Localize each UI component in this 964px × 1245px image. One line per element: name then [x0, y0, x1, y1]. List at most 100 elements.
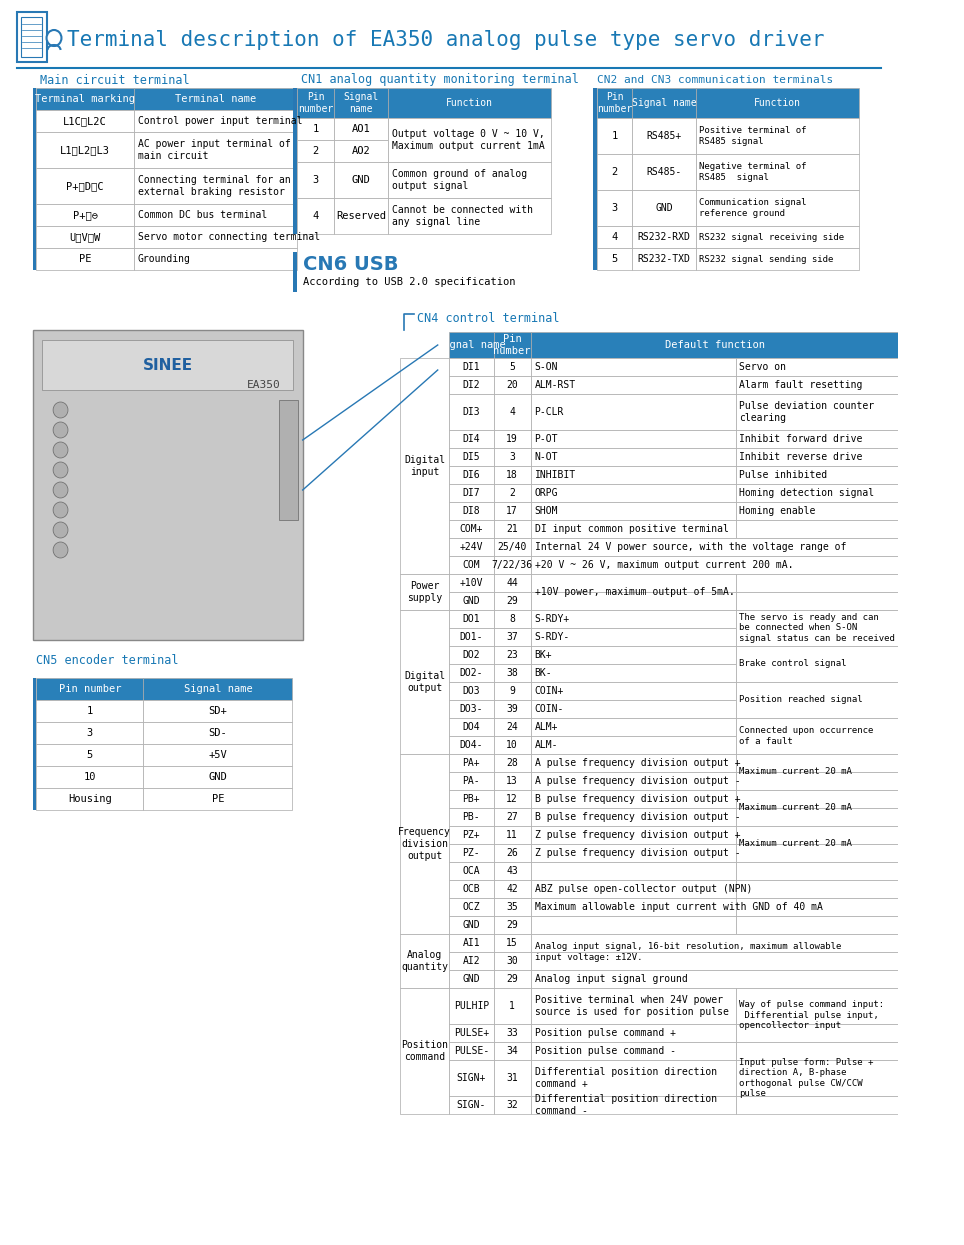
Text: ABZ pulse open-collector output (NPN): ABZ pulse open-collector output (NPN)	[535, 884, 752, 894]
Bar	[531, 1096, 736, 1114]
Circle shape	[53, 482, 68, 498]
Text: DO4: DO4	[463, 722, 480, 732]
Bar	[494, 682, 531, 700]
Bar	[531, 898, 736, 916]
Bar	[449, 989, 494, 1023]
Bar	[494, 593, 531, 610]
Text: GND: GND	[463, 920, 480, 930]
Bar	[494, 574, 531, 593]
Text: Way of pulse command input:
 Differential pulse input,
opencollector input: Way of pulse command input: Differential…	[739, 1000, 885, 1030]
Bar	[494, 557, 531, 574]
Text: Frequency
division
output: Frequency division output	[398, 828, 451, 860]
Bar	[494, 970, 531, 989]
Text: RS232-TXD: RS232-TXD	[637, 254, 690, 264]
Text: DO2-: DO2-	[460, 669, 483, 679]
Text: PA-: PA-	[463, 776, 480, 786]
Text: AO1: AO1	[352, 124, 371, 134]
Bar	[449, 844, 494, 862]
Bar	[494, 430, 531, 448]
Bar	[531, 736, 736, 754]
Text: Communication signal
reference ground: Communication signal reference ground	[700, 198, 807, 218]
Bar	[400, 989, 449, 1114]
Bar	[736, 448, 898, 466]
Bar	[494, 736, 531, 754]
Bar	[494, 898, 531, 916]
Bar	[297, 139, 335, 162]
Text: PA+: PA+	[463, 758, 480, 768]
Text: 38: 38	[506, 669, 518, 679]
Text: 27: 27	[506, 812, 518, 822]
Text: DI5: DI5	[463, 452, 480, 462]
Bar	[597, 154, 632, 190]
Bar	[632, 227, 696, 248]
Text: Servo on: Servo on	[739, 362, 787, 372]
Bar	[449, 772, 494, 791]
Bar	[494, 484, 531, 502]
Text: DO2: DO2	[463, 650, 480, 660]
Text: Inhibit reverse drive: Inhibit reverse drive	[739, 452, 863, 462]
Text: GND: GND	[656, 203, 673, 213]
Text: 8: 8	[509, 614, 515, 624]
Text: RS232 signal sending side: RS232 signal sending side	[700, 254, 834, 264]
Circle shape	[53, 402, 68, 418]
Text: DI3: DI3	[463, 407, 480, 417]
Text: RS232-RXD: RS232-RXD	[637, 232, 690, 242]
Bar	[531, 682, 736, 700]
Bar	[531, 646, 736, 664]
Text: 5: 5	[611, 254, 618, 264]
Bar	[736, 808, 898, 825]
Text: Z pulse frequency division output +: Z pulse frequency division output +	[535, 830, 740, 840]
Bar	[134, 227, 297, 248]
Text: L1C、L2C: L1C、L2C	[64, 116, 107, 126]
Bar	[531, 700, 736, 718]
Text: 37: 37	[506, 632, 518, 642]
Bar	[449, 862, 494, 880]
Bar	[531, 466, 736, 484]
Bar	[449, 520, 494, 538]
Text: PB+: PB+	[463, 794, 480, 804]
Text: U、V、W: U、V、W	[69, 232, 101, 242]
Text: Terminal description of EA350 analog pulse type servo driver: Terminal description of EA350 analog pul…	[67, 30, 824, 50]
Bar	[531, 610, 736, 627]
Text: +10V power, maximum output of 5mA.: +10V power, maximum output of 5mA.	[535, 586, 735, 598]
Text: GND: GND	[352, 176, 371, 186]
Bar	[494, 934, 531, 952]
Text: Pin number: Pin number	[59, 684, 121, 693]
Bar	[494, 718, 531, 736]
Bar	[597, 227, 632, 248]
Text: Input pulse form: Pulse +
direction A, B-phase
orthogonal pulse CW/CCW
pulse: Input pulse form: Pulse + direction A, B…	[739, 1058, 873, 1098]
Text: Maximum current 20 mA: Maximum current 20 mA	[739, 767, 852, 777]
Text: Z pulse frequency division output -: Z pulse frequency division output -	[535, 848, 740, 858]
Bar	[736, 520, 898, 538]
Text: SINEE: SINEE	[143, 357, 193, 372]
Bar	[37, 88, 134, 110]
Text: CN6 USB: CN6 USB	[303, 254, 398, 274]
Text: PZ+: PZ+	[463, 830, 480, 840]
Text: PZ-: PZ-	[463, 848, 480, 858]
Bar	[494, 862, 531, 880]
Bar	[531, 593, 736, 610]
Text: PB-: PB-	[463, 812, 480, 822]
Text: 23: 23	[506, 650, 518, 660]
Text: CN5 encoder terminal: CN5 encoder terminal	[37, 654, 178, 666]
Bar	[449, 593, 494, 610]
Text: AI1: AI1	[463, 937, 480, 947]
Bar	[33, 330, 303, 640]
Bar	[400, 610, 449, 754]
Text: A pulse frequency division output -: A pulse frequency division output -	[535, 776, 740, 786]
Bar	[33, 88, 37, 270]
Bar	[494, 466, 531, 484]
Bar	[494, 1042, 531, 1059]
Bar	[37, 110, 134, 132]
Text: 20: 20	[506, 380, 518, 390]
Text: P+、D、C: P+、D、C	[67, 181, 104, 190]
Bar	[297, 162, 335, 198]
Text: PE: PE	[79, 254, 92, 264]
Text: Differential position direction
command -: Differential position direction command …	[535, 1094, 716, 1116]
Text: DO1: DO1	[463, 614, 480, 624]
Text: ORPG: ORPG	[535, 488, 558, 498]
Text: DI8: DI8	[463, 505, 480, 515]
Bar	[494, 538, 531, 557]
Circle shape	[53, 542, 68, 558]
Text: Pulse inhibited: Pulse inhibited	[739, 471, 828, 481]
